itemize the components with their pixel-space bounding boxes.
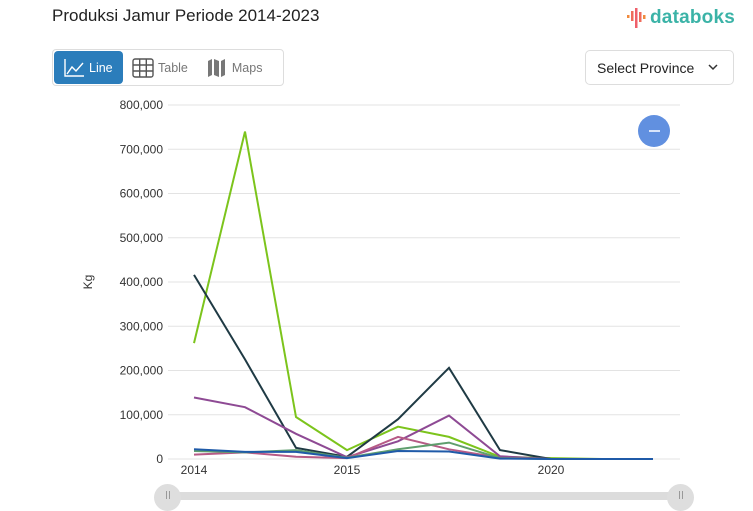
chart-range-scrollbar[interactable]: [167, 492, 680, 500]
y-tick-label: 400,000: [120, 275, 164, 289]
chart-series: [193, 131, 653, 460]
tab-maps-label: Maps: [231, 60, 263, 75]
tab-line-label: Line: [89, 60, 113, 75]
series-line[interactable]: [193, 131, 653, 460]
view-tabs: Line Table Maps: [52, 49, 284, 86]
line-chart: 0 100,000 200,000 300,000 400,000 500,000 600,…: [81, 98, 680, 477]
reset-zoom-button[interactable]: [638, 115, 670, 147]
line-chart-icon: [64, 58, 84, 77]
logo-text: databoks: [650, 7, 736, 28]
chart-gridlines: [168, 104, 680, 460]
y-tick-label: 0: [156, 452, 163, 466]
table-grid-icon: [132, 57, 154, 78]
minus-icon: [648, 130, 660, 132]
y-tick-label: 500,000: [120, 231, 164, 245]
y-tick-label: 700,000: [120, 142, 164, 156]
y-tick-label: 600,000: [120, 187, 164, 201]
tab-line[interactable]: Line: [54, 51, 123, 84]
province-select[interactable]: Select Province: [585, 50, 734, 85]
series-line[interactable]: [193, 448, 653, 460]
series-line[interactable]: [193, 396, 653, 460]
province-select-label: Select Province: [597, 59, 695, 76]
chevron-down-icon: [708, 64, 718, 71]
y-axis: 0 100,000 200,000 300,000 400,000 500,000 600,…: [120, 98, 164, 466]
logo-bars-icon: [627, 8, 646, 28]
y-axis-title: Kg: [81, 275, 95, 290]
tab-table-label: Table: [158, 60, 188, 75]
tab-table[interactable]: Table: [123, 51, 197, 84]
databoks-logo[interactable]: databoks: [626, 6, 735, 30]
x-tick-label: 2015: [334, 463, 361, 477]
tab-maps[interactable]: Maps: [197, 51, 272, 84]
map-icon: [207, 58, 225, 77]
x-tick-label: 2014: [181, 463, 208, 477]
y-tick-label: 300,000: [120, 319, 164, 333]
y-tick-label: 200,000: [120, 364, 164, 378]
page-title: Produksi Jamur Periode 2014-2023: [52, 6, 320, 25]
series-line[interactable]: [193, 435, 653, 460]
x-tick-label: 2020: [538, 463, 565, 477]
x-axis: 2014 2015 2020: [181, 463, 565, 477]
y-tick-label: 800,000: [120, 98, 164, 112]
y-tick-label: 100,000: [120, 408, 164, 422]
